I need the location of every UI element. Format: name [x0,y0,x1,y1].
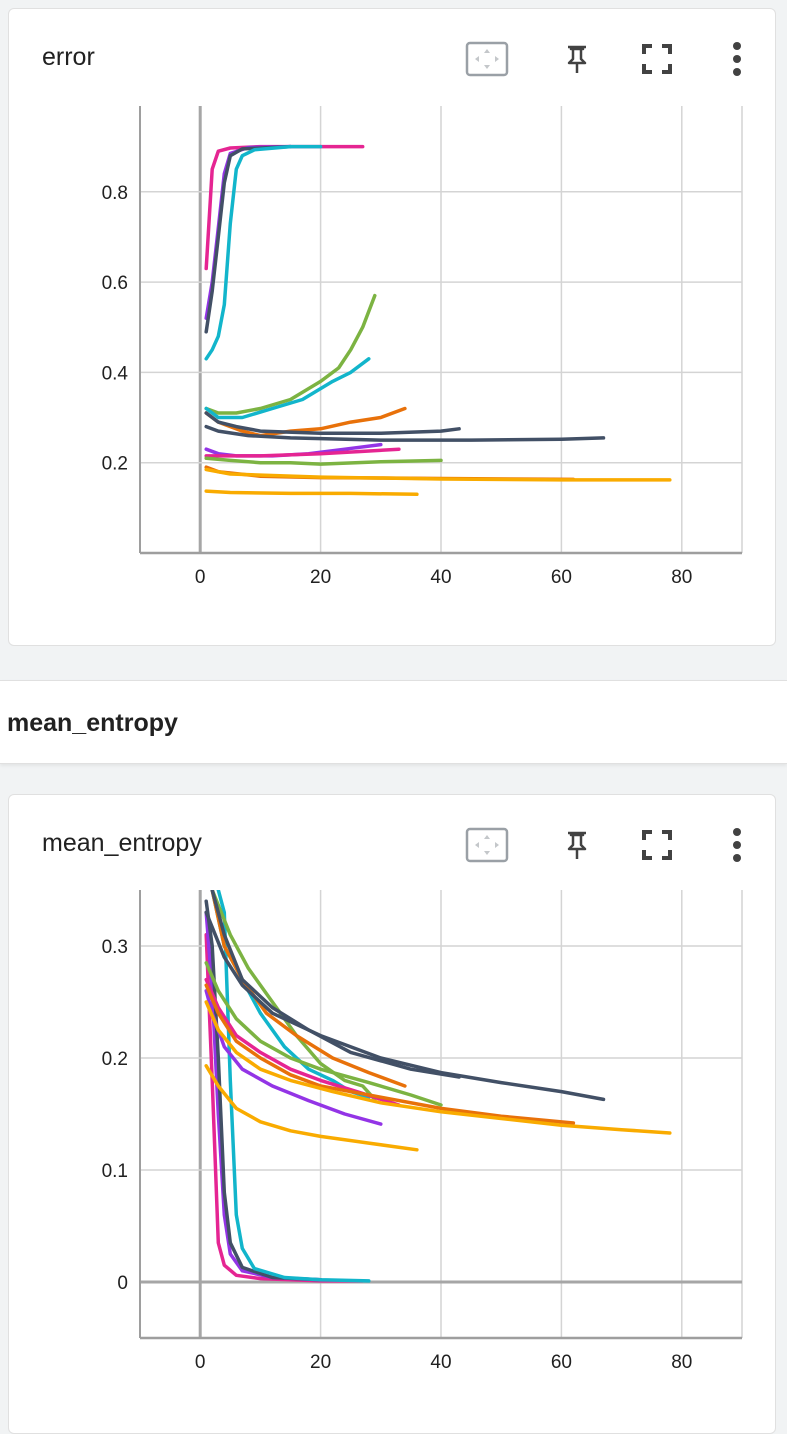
series-line-8[interactable] [210,890,461,1079]
x-tick-label: 40 [430,1352,451,1373]
error-chart[interactable]: 0 20 40 60 80 0.2 0.4 0.6 0.8 [0,96,787,596]
section-title: mean_entropy [7,709,178,737]
y-tick-label: 0.8 [102,183,128,204]
y-tick-label: 0 [117,1273,128,1294]
series-line-3[interactable] [204,899,323,1282]
y-tick-label: 0.2 [102,1049,128,1070]
more-vert-icon [731,41,743,77]
series-line-7[interactable] [210,890,407,1088]
pin-icon [565,44,589,74]
series-line-10[interactable] [204,961,443,1107]
series-line-6[interactable] [204,357,371,420]
series-line-9[interactable] [204,424,606,442]
fit-domain-button[interactable] [465,39,509,79]
section-header: mean_entropy [0,680,787,764]
series-line-14[interactable] [204,1000,672,1135]
series-line-11[interactable] [204,447,401,458]
series-line-4[interactable] [204,144,323,361]
series-line-2[interactable] [204,910,323,1282]
pin-button[interactable] [555,825,599,865]
series-line-13[interactable] [204,983,576,1125]
mean-entropy-chart[interactable]: 0 20 40 60 80 0 0.1 0.2 0.3 [0,880,787,1380]
x-tick-label: 20 [310,1352,331,1373]
error-card: error [8,8,776,646]
y-tick-label: 0.1 [102,1161,128,1182]
y-tick-label: 0.6 [102,273,128,294]
series-group [204,890,672,1283]
series-line-5[interactable] [210,890,377,1102]
pin-button[interactable] [555,39,599,79]
series-line-12[interactable] [204,456,443,466]
x-tick-label: 20 [310,567,331,588]
y-tick-label: 0.4 [102,363,129,384]
series-line-3[interactable] [204,144,293,334]
fullscreen-button[interactable] [635,39,679,79]
series-line-5[interactable] [204,293,377,415]
more-options-button[interactable] [715,39,759,79]
x-tick-label: 40 [430,567,451,588]
series-line-15[interactable] [204,1064,419,1152]
chart-grid [140,106,743,553]
more-options-button[interactable] [715,825,759,865]
series-line-9[interactable] [204,910,606,1102]
fullscreen-button[interactable] [635,825,679,865]
card-title: mean_entropy [42,829,202,857]
y-tick-label: 0.3 [102,937,128,958]
x-tick-label: 0 [195,567,206,588]
y-tick-label: 0.2 [102,454,128,475]
x-tick-label: 0 [195,1352,206,1373]
mean-entropy-card: mean_entropy [8,794,776,1434]
x-tick-label: 80 [671,1352,692,1373]
fullscreen-icon [642,830,672,860]
pin-icon [565,830,589,860]
series-line-11[interactable] [204,977,401,1107]
x-tick-label: 80 [671,567,692,588]
fit-domain-icon [465,41,509,77]
chart-grid [140,890,743,1338]
series-line-15[interactable] [204,489,419,497]
series-group [204,144,672,497]
x-tick-label: 60 [551,567,572,588]
series-line-6[interactable] [210,890,371,1099]
series-line-4[interactable] [216,890,371,1283]
more-vert-icon [731,827,743,863]
card-title: error [42,43,95,71]
fit-domain-button[interactable] [465,825,509,865]
series-line-14[interactable] [204,467,672,482]
fullscreen-icon [642,44,672,74]
series-line-8[interactable] [204,411,461,436]
x-tick-label: 60 [551,1352,572,1373]
fit-domain-icon [465,827,509,863]
